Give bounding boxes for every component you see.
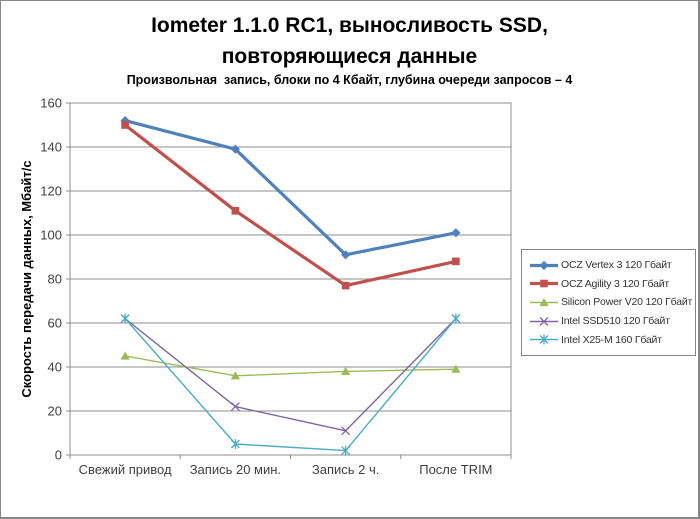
y-tick-label: 0 [55, 448, 62, 463]
marker-x [230, 402, 240, 412]
marker-square [540, 280, 548, 288]
series-0 [120, 116, 461, 260]
marker-triangle [451, 364, 461, 373]
legend-label: OCZ Agility 3 120 Гбайт [561, 277, 669, 290]
y-tick-label: 80 [48, 272, 62, 287]
legend-swatch [530, 297, 558, 307]
y-tick-label: 60 [48, 316, 62, 331]
legend-label: OCZ Vertex 3 120 Гбайт [561, 259, 672, 272]
legend-item: Intel SSD510 120 Гбайт [529, 315, 695, 328]
x-tick-label: После TRIM [419, 462, 492, 477]
marker-square [121, 121, 129, 129]
y-tick-label: 20 [48, 404, 62, 419]
y-tick-label: 140 [40, 140, 62, 155]
marker-star [451, 313, 461, 324]
series-line-1 [123, 123, 458, 288]
y-tick-label: 120 [40, 184, 62, 199]
chart-title-line-1: Iometer 1.1.0 RC1, выносливость SSD, [151, 14, 548, 37]
legend-swatch [530, 260, 558, 270]
y-tick-label: 100 [40, 228, 62, 243]
legend-swatch [530, 334, 558, 345]
series-1 [121, 121, 460, 290]
chart-subtitle: Произвольная запись, блоки по 4 Кбайт, г… [126, 73, 573, 87]
chart-title-line-2: повторяющиеся данные [221, 45, 478, 68]
marker-triangle [539, 297, 549, 307]
marker-square [341, 281, 350, 290]
x-tick-label: Запись 20 мин. [190, 462, 281, 477]
marker-diamond [451, 228, 461, 238]
marker-triangle [341, 366, 351, 375]
series-line-4 [124, 317, 457, 452]
legend-label: Intel SSD510 120 Гбайт [561, 315, 670, 328]
marker-x [539, 316, 549, 326]
x-tick-label: Запись 2 ч. [312, 462, 380, 477]
marker-diamond [341, 250, 351, 260]
y-tick-label: 40 [48, 360, 62, 375]
marker-star [539, 334, 549, 345]
legend-swatch [530, 316, 558, 326]
marker-square [452, 257, 460, 266]
series-line-3 [124, 317, 457, 432]
legend-item: Intel X25-M 160 Гбайт [529, 333, 695, 346]
series-2 [120, 351, 461, 380]
legend-item: OCZ Agility 3 120 Гбайт [529, 277, 695, 290]
y-axis-title: Скорость передачи данных, Мбайт/с [19, 160, 34, 397]
marker-x [341, 426, 351, 436]
y-tick-label: 160 [40, 96, 62, 111]
marker-triangle [120, 351, 130, 360]
legend-label: Intel X25-M 160 Гбайт [561, 333, 662, 346]
legend-item: OCZ Vertex 3 120 Гбайт [529, 259, 695, 272]
marker-star [341, 445, 351, 456]
series-4 [120, 313, 461, 456]
marker-diamond [539, 260, 549, 270]
legend: OCZ Vertex 3 120 Гбайт OCZ Agility 3 120 … [521, 249, 696, 356]
marker-square [231, 207, 240, 215]
marker-star [230, 439, 240, 449]
marker-triangle [230, 371, 240, 380]
marker-star [120, 313, 130, 324]
marker-diamond [230, 144, 240, 154]
legend-swatch [530, 280, 558, 288]
x-tick-label: Свежий привод [79, 462, 172, 477]
series-line-2 [124, 355, 457, 377]
legend-item: Silicon Power V20 120 Гбайт [529, 296, 695, 309]
chart-title: Iometer 1.1.0 RC1, выносливость SSD, пов… [1, 10, 698, 72]
legend-label: Silicon Power V20 120 Гбайт [561, 296, 693, 309]
series-line-0 [123, 118, 458, 257]
